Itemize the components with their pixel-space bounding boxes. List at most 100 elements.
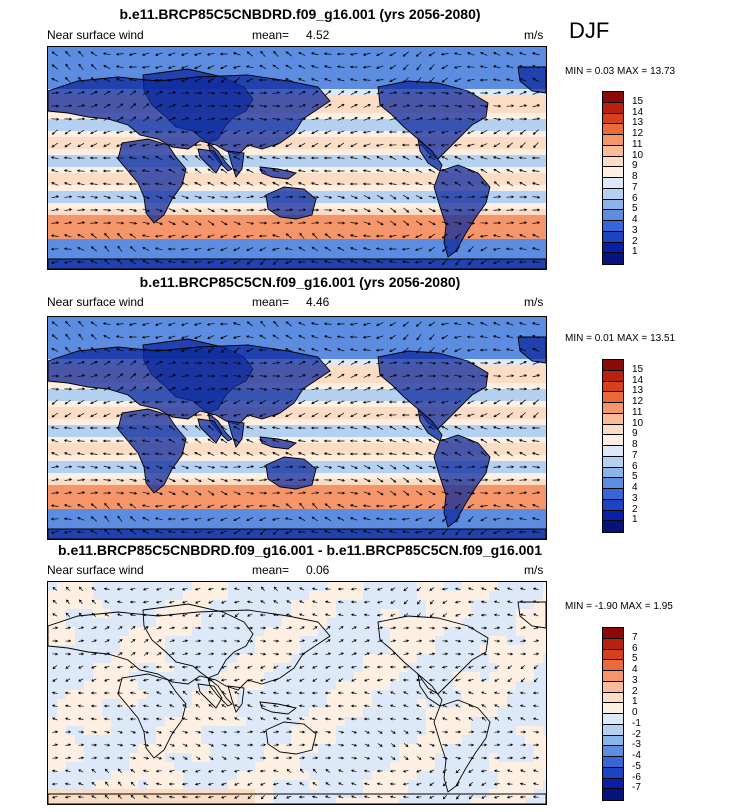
colorbar-swatch xyxy=(603,188,623,200)
wind-vectors xyxy=(50,50,541,266)
panel-2-mean-label: mean= xyxy=(252,295,290,309)
continent-outline xyxy=(377,350,489,430)
continent-outline xyxy=(433,164,491,258)
colorbar-tick-label: -7 xyxy=(632,782,641,794)
continent-outline xyxy=(417,137,443,172)
colorbar-swatch xyxy=(603,210,623,221)
colorbar-tick-label: 7 xyxy=(632,631,638,643)
continent-outline xyxy=(197,683,223,709)
continent-outline xyxy=(117,138,187,224)
colorbar-tick-label: 3 xyxy=(632,674,638,686)
continent-outline xyxy=(377,615,489,695)
continent-outline xyxy=(117,408,187,494)
colorbar-swatch xyxy=(603,360,623,371)
continent-outline xyxy=(259,166,298,180)
colorbar-swatch xyxy=(603,92,623,103)
continent-outline xyxy=(48,528,546,539)
colorbar-tick-label: 0 xyxy=(632,707,638,718)
colorbar-swatch xyxy=(603,649,623,661)
colorbar-swatch xyxy=(603,692,623,704)
panel-2-min-value: 0.01 xyxy=(594,333,615,344)
panel-1-min-max: MIN = 0.03 MAX = 13.73 xyxy=(565,66,675,77)
colorbar-tick-label: 1 xyxy=(632,696,638,708)
colorbar-tick-label: -4 xyxy=(632,750,641,761)
colorbar-tick-label: 1 xyxy=(632,514,638,526)
panel-2-mean-value: 4.46 xyxy=(306,295,330,309)
map-canvas xyxy=(48,582,546,804)
panel-3-wind-difference-map xyxy=(47,581,547,805)
continent-outline xyxy=(48,793,546,804)
continent-outline xyxy=(227,150,245,178)
colorbar-tick-label: -3 xyxy=(632,739,641,751)
colorbar-tick-label: 13 xyxy=(632,385,644,397)
continent-outline xyxy=(142,603,254,679)
panel-2-colorbar xyxy=(602,359,624,533)
continent-outline xyxy=(48,258,546,269)
continent-outline xyxy=(117,673,187,759)
panel-2-variable-label: Near surface wind xyxy=(47,295,144,309)
colorbar-swatch xyxy=(603,735,623,747)
colorbar-swatch xyxy=(603,135,623,146)
colorbar-tick-label: 8 xyxy=(632,439,638,450)
colorbar-swatch xyxy=(603,199,623,211)
panel-1-colorbar xyxy=(602,91,624,265)
continent-outline xyxy=(227,685,245,713)
colorbar-tick-label: 12 xyxy=(632,396,644,407)
colorbar-tick-label: 6 xyxy=(632,460,638,472)
wind-vectors xyxy=(51,586,540,800)
colorbar-tick-label: 5 xyxy=(632,653,638,665)
panel-3-min-max: MIN = -1.90 MAX = 1.95 xyxy=(565,601,673,612)
colorbar-tick-label: 2 xyxy=(632,235,638,247)
panel-2-max-value: 13.51 xyxy=(650,333,676,344)
colorbar-tick-label: 3 xyxy=(632,492,638,504)
panel-3-max-value: 1.95 xyxy=(653,601,673,612)
panel-1-min-value: 0.03 xyxy=(594,66,615,77)
colorbar-swatch xyxy=(603,156,623,168)
continent-outline xyxy=(197,418,223,444)
colorbar-swatch xyxy=(603,746,623,757)
colorbar-swatch xyxy=(603,789,623,800)
panel-1-units: m/s xyxy=(524,28,544,42)
colorbar-tick-label: 14 xyxy=(632,374,644,386)
panel-2-title: b.e11.BRCP85C5CN.f09_g16.001 (yrs 2056-2… xyxy=(139,274,461,290)
colorbar-swatch xyxy=(603,413,623,425)
colorbar-tick-label: 5 xyxy=(632,471,638,483)
colorbar-tick-label: 15 xyxy=(632,95,644,107)
colorbar-swatch xyxy=(603,757,623,768)
colorbar-tick-label: 7 xyxy=(632,449,638,461)
colorbar-swatch xyxy=(603,778,623,790)
colorbar-swatch xyxy=(603,113,623,125)
colorbar-tick-label: 1 xyxy=(632,246,638,258)
panel-3-mean-value: 0.06 xyxy=(306,563,330,577)
colorbar-tick-label: 4 xyxy=(632,214,638,225)
colorbar-tick-label: -6 xyxy=(632,771,641,783)
panel-1-max-label: MAX = xyxy=(616,66,648,77)
colorbar-tick-label: 10 xyxy=(632,417,644,429)
panel-1-wind-map xyxy=(47,46,547,270)
colorbar-tick-label: 2 xyxy=(632,685,638,697)
panel-3-min-label: MIN = xyxy=(565,601,592,612)
colorbar-swatch xyxy=(603,521,623,532)
colorbar-tick-label: 12 xyxy=(632,128,644,139)
colorbar-swatch xyxy=(603,242,623,254)
panel-3-mean-label: mean= xyxy=(252,563,290,577)
colorbar-swatch xyxy=(603,392,623,403)
colorbar-tick-label: 13 xyxy=(632,117,644,129)
colorbar-tick-label: 8 xyxy=(632,171,638,182)
colorbar-tick-label: 7 xyxy=(632,181,638,193)
continent-outline xyxy=(227,420,245,448)
colorbar-tick-label: 10 xyxy=(632,149,644,161)
colorbar-swatch xyxy=(603,478,623,489)
panel-1-max-value: 13.73 xyxy=(650,66,676,77)
map-canvas xyxy=(48,47,546,269)
continent-outline xyxy=(417,407,443,442)
colorbar-swatch xyxy=(603,456,623,468)
colorbar-swatch xyxy=(603,145,623,157)
continent-outline xyxy=(517,601,546,629)
colorbar-swatch xyxy=(603,424,623,436)
panel-2-min-label: MIN = xyxy=(565,333,592,344)
colorbar-tick-label: 14 xyxy=(632,106,644,118)
panel-3-colorbar xyxy=(602,627,624,801)
colorbar-swatch xyxy=(603,681,623,693)
colorbar-swatch xyxy=(603,467,623,479)
